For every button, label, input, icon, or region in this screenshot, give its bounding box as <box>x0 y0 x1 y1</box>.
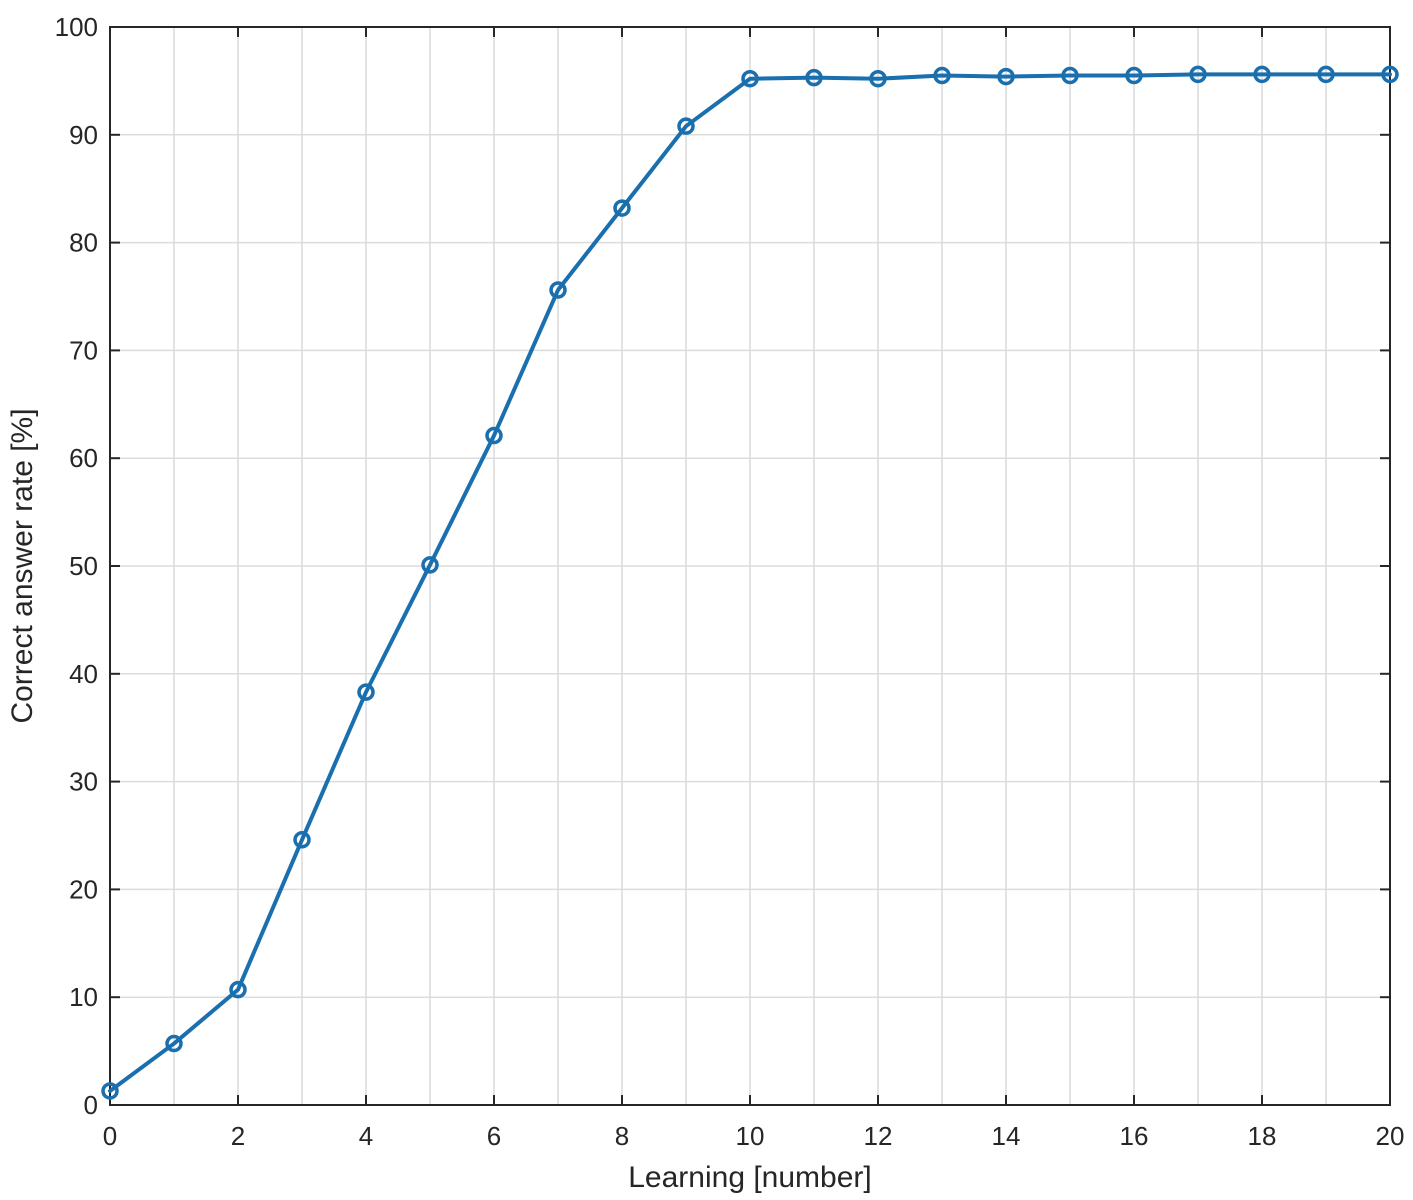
data-point <box>1125 66 1143 85</box>
data-point <box>869 69 887 88</box>
x-tick-label: 14 <box>992 1121 1021 1151</box>
grid <box>110 27 1390 1105</box>
data-point <box>997 67 1015 86</box>
data-point <box>805 68 823 87</box>
y-tick-label: 60 <box>69 443 98 473</box>
data-point <box>1317 65 1335 84</box>
x-tick-label: 20 <box>1376 1121 1405 1151</box>
data-point <box>933 66 951 85</box>
x-tick-label: 6 <box>487 1121 501 1151</box>
data-point <box>741 69 759 88</box>
x-tick-label: 8 <box>615 1121 629 1151</box>
axes-box <box>109 26 1391 1106</box>
x-tick-label: 0 <box>103 1121 117 1151</box>
x-tick-label: 4 <box>359 1121 373 1151</box>
x-axis-label: Learning [number] <box>628 1161 872 1194</box>
data-point <box>357 683 375 701</box>
y-tick-label: 90 <box>69 120 98 150</box>
y-tick-label: 100 <box>55 12 98 42</box>
data-point <box>1253 65 1271 84</box>
y-tick-label: 20 <box>69 874 98 904</box>
y-tick-label: 80 <box>69 228 98 258</box>
y-tick-label: 70 <box>69 335 98 365</box>
y-tick-label: 50 <box>69 551 98 581</box>
data-point <box>1189 65 1207 84</box>
data-point <box>677 117 695 135</box>
data-point <box>1381 65 1399 84</box>
y-tick-labels: 0 10 20 30 40 50 60 70 80 90 100 <box>55 12 98 1120</box>
data-point <box>101 1082 119 1100</box>
data-point <box>549 281 567 299</box>
y-tick-label: 30 <box>69 767 98 797</box>
data-point <box>293 831 311 849</box>
y-axis-label: Correct answer rate [%] <box>6 408 39 723</box>
series-line <box>108 72 1392 1093</box>
data-point <box>165 1034 183 1053</box>
data-point <box>613 199 631 217</box>
data-point <box>485 426 503 445</box>
x-tick-label: 12 <box>864 1121 893 1151</box>
x-tick-label: 18 <box>1248 1121 1277 1151</box>
x-tick-label: 10 <box>736 1121 765 1151</box>
y-tick-label: 10 <box>69 982 98 1012</box>
y-tick-label: 0 <box>84 1090 98 1120</box>
y-tick-label: 40 <box>69 659 98 689</box>
x-tick-label: 2 <box>231 1121 245 1151</box>
data-point <box>229 980 247 999</box>
x-tick-label: 16 <box>1120 1121 1149 1151</box>
series-group <box>101 65 1399 1100</box>
data-point <box>421 556 439 574</box>
x-tick-labels: 0 2 4 6 8 10 12 14 16 18 20 <box>103 1121 1405 1151</box>
data-point <box>1061 66 1079 85</box>
